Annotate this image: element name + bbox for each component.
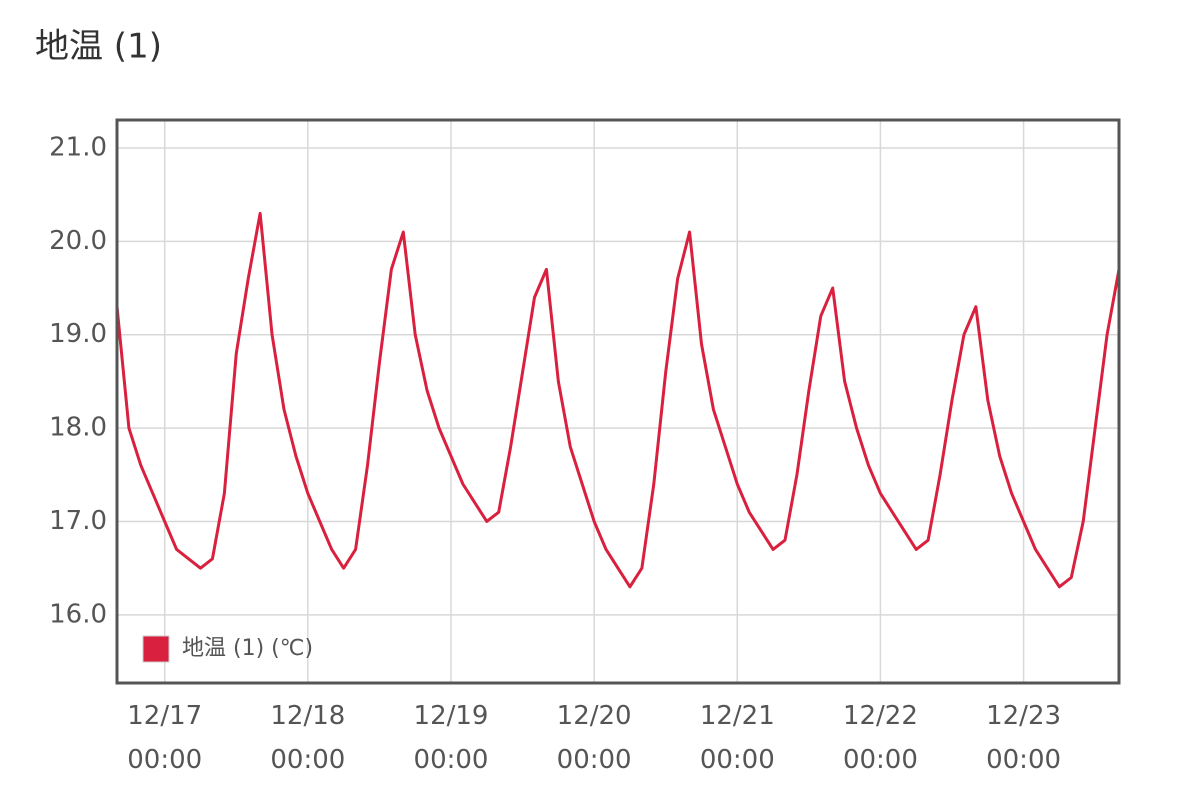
x-tick-label-line: 00:00 xyxy=(986,745,1061,775)
y-tick-label: 21.0 xyxy=(49,133,107,163)
x-tick-label-line: 00:00 xyxy=(843,745,918,775)
x-tick-label-line: 12/21 xyxy=(700,701,775,731)
x-tick-label: 12/21 00:00 xyxy=(700,701,775,775)
y-tick-label: 17.0 xyxy=(49,506,107,536)
y-tick-label: 18.0 xyxy=(49,413,107,443)
x-tick-label-line: 12/18 xyxy=(270,701,345,731)
x-tick-label-line: 00:00 xyxy=(414,745,489,775)
x-tick-label-line: 12/22 xyxy=(843,701,918,731)
x-tick-label: 12/20 00:00 xyxy=(557,701,632,775)
x-tick-label-line: 12/17 xyxy=(127,701,202,731)
plot-border xyxy=(115,118,1121,685)
chart-title: 地温 (1) xyxy=(35,27,162,67)
x-tick-label: 12/19 00:00 xyxy=(414,701,489,775)
x-tick-label: 12/17 00:00 xyxy=(127,701,202,775)
y-tick-label: 16.0 xyxy=(49,599,107,629)
x-tick-label-line: 12/23 xyxy=(986,701,1061,731)
x-tick-label: 12/22 00:00 xyxy=(843,701,918,775)
x-tick-label-line: 12/19 xyxy=(414,701,489,731)
y-tick-label: 20.0 xyxy=(49,226,107,256)
legend-swatch xyxy=(142,635,170,663)
legend-label: 地温 (1) (℃) xyxy=(182,636,313,661)
x-tick-label-line: 00:00 xyxy=(270,745,345,775)
x-tick-label: 12/23 00:00 xyxy=(986,701,1061,775)
x-tick-label-line: 00:00 xyxy=(557,745,632,775)
x-tick-label-line: 00:00 xyxy=(700,745,775,775)
y-tick-label: 19.0 xyxy=(49,319,107,349)
x-tick-label: 12/18 00:00 xyxy=(270,701,345,775)
data-line xyxy=(115,211,1121,589)
x-tick-label-line: 12/20 xyxy=(557,701,632,731)
x-tick-label-line: 00:00 xyxy=(127,745,202,775)
